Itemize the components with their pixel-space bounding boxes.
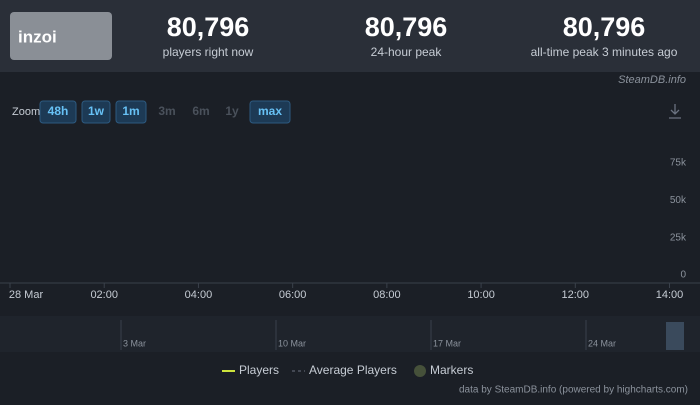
zoom-button-label: 6m xyxy=(192,104,209,118)
stat-value: 80,796 xyxy=(167,12,250,42)
stat-label: all-time peak 3 minutes ago xyxy=(531,45,678,59)
x-tick-label: 02:00 xyxy=(90,289,118,301)
legend-symbol xyxy=(414,365,426,377)
zoom-label: Zoom xyxy=(12,106,40,118)
zoom-button-label[interactable]: 1w xyxy=(88,104,105,118)
navigator-label: 10 Mar xyxy=(278,338,306,348)
stat-label: 24-hour peak xyxy=(371,45,443,59)
y-tick-label: 0 xyxy=(680,270,686,281)
x-tick-label: 12:00 xyxy=(562,289,590,301)
x-tick-label: 08:00 xyxy=(373,289,401,301)
zoom-button-label: 1y xyxy=(225,104,239,118)
x-tick-label: 10:00 xyxy=(467,289,495,301)
credits: data by SteamDB.info (powered by highcha… xyxy=(459,385,688,396)
zoom-button[interactable] xyxy=(249,100,291,124)
download-icon[interactable] xyxy=(669,104,681,119)
zoom-button[interactable] xyxy=(115,100,147,124)
zoom-button-label: 3m xyxy=(158,104,175,118)
legend-label[interactable]: Markers xyxy=(430,363,473,377)
navigator-label: 3 Mar xyxy=(123,338,146,348)
zoom-button[interactable] xyxy=(39,100,77,124)
x-tick-label: 04:00 xyxy=(185,289,213,301)
logo-box xyxy=(10,12,112,60)
zoom-button-label[interactable]: 48h xyxy=(48,104,69,118)
x-tick-label: 14:00 xyxy=(656,289,684,301)
navigator xyxy=(0,316,700,352)
navigator-label: 24 Mar xyxy=(588,338,616,348)
zoom-button[interactable] xyxy=(81,100,111,124)
stat-value: 80,796 xyxy=(563,12,646,42)
site-name: SteamDB.info xyxy=(618,74,686,86)
legend-label[interactable]: Average Players xyxy=(309,363,397,377)
x-tick-label: 06:00 xyxy=(279,289,307,301)
y-tick-label: 25k xyxy=(670,232,687,243)
logo-text: inzoi xyxy=(18,27,57,46)
y-tick-label: 75k xyxy=(670,158,687,169)
navigator-handle[interactable] xyxy=(666,322,684,350)
x-tick-label: 28 Mar xyxy=(9,289,44,301)
zoom-button-label[interactable]: max xyxy=(258,104,282,118)
legend-label[interactable]: Players xyxy=(239,363,279,377)
stat-label: players right now xyxy=(163,45,254,59)
zoom-button-label[interactable]: 1m xyxy=(122,104,139,118)
y-tick-label: 50k xyxy=(670,195,687,206)
header-bar xyxy=(0,0,700,72)
stat-value: 80,796 xyxy=(365,12,448,42)
navigator-label: 17 Mar xyxy=(433,338,461,348)
